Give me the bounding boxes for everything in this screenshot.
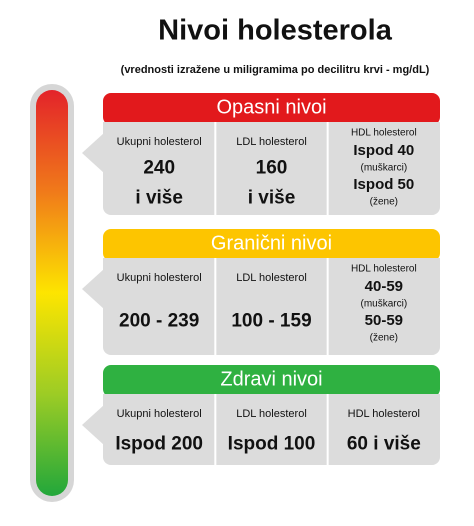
pointer [82, 405, 104, 445]
section-title: Zdravi nivoi [220, 368, 322, 390]
section-body [103, 394, 440, 465]
column-header: HDL holesterol [348, 408, 420, 420]
section-body-top [103, 122, 440, 132]
value: 240 [143, 158, 175, 179]
note: (žene) [370, 197, 398, 208]
pointer [82, 269, 104, 309]
column-header: HDL holesterol [351, 128, 417, 139]
value: 160 [256, 158, 288, 179]
section-body-top [103, 394, 440, 404]
column-header: LDL holesterol [236, 408, 307, 420]
section-title: Opasni nivoi [216, 96, 326, 118]
column-header: HDL holesterol [351, 264, 417, 275]
column-header: Ukupni holesterol [117, 408, 202, 420]
value: 200 - 239 [119, 311, 199, 332]
title: Nivoi holesterola [158, 15, 393, 47]
column-header: Ukupni holesterol [117, 136, 202, 148]
column-header: LDL holesterol [236, 272, 307, 284]
value: 60 i više [347, 434, 421, 455]
section-header [103, 229, 440, 261]
column-header: Ukupni holesterol [117, 272, 202, 284]
value: 50-59 [365, 312, 403, 329]
section-body [103, 258, 440, 355]
value: i više [248, 188, 296, 209]
section-header [103, 365, 440, 397]
value: Ispod 40 [353, 142, 414, 159]
value: Ispod 50 [353, 176, 414, 193]
section-header [103, 93, 440, 125]
value: 100 - 159 [231, 311, 311, 332]
value: 40-59 [365, 278, 403, 295]
value: i više [135, 188, 183, 209]
note: (žene) [370, 333, 398, 344]
subtitle: (vrednosti izražene u miligramima po dec… [121, 64, 430, 76]
column-header: LDL holesterol [236, 136, 307, 148]
section-body-top [103, 258, 440, 268]
gauge-bar [36, 90, 68, 496]
note: (muškarci) [360, 299, 407, 310]
section-body [103, 122, 440, 215]
section-title: Granični nivoi [211, 232, 332, 254]
pointer [82, 133, 104, 173]
value: Ispod 200 [115, 434, 203, 455]
note: (muškarci) [360, 163, 407, 174]
value: Ispod 100 [228, 434, 316, 455]
